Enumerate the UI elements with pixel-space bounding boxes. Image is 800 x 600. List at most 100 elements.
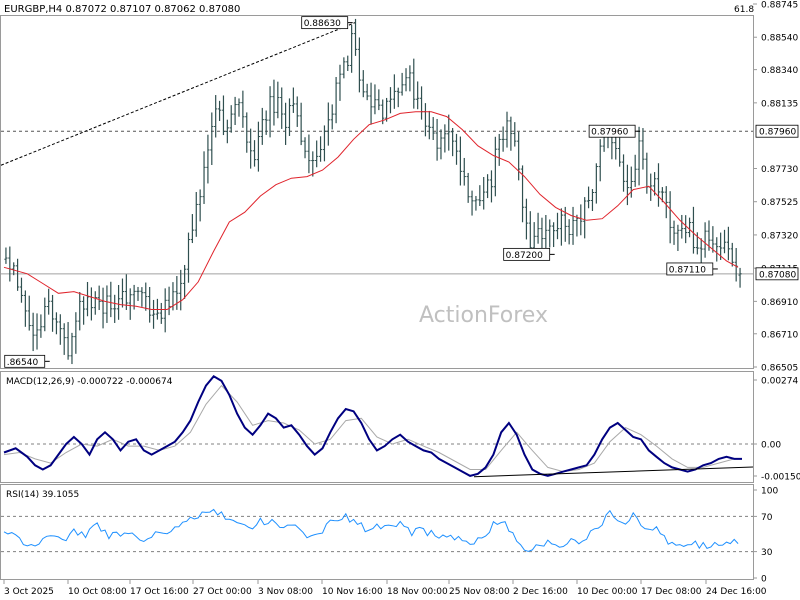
ohlc-bar [334, 77, 338, 124]
ohlc-bar [163, 288, 167, 333]
ohlc-bar [384, 97, 389, 122]
price-tag: 0.87080 [755, 267, 799, 281]
ohlc-bar [322, 125, 327, 162]
ohlc-bar [23, 290, 27, 327]
ohlc-bar [660, 187, 664, 203]
ohlc-bar [276, 81, 280, 119]
ohlc-bar [478, 185, 482, 206]
ohlc-bar [350, 24, 354, 73]
swing-level-label: 0.87110 [666, 262, 718, 275]
swing-level-box [503, 247, 551, 261]
time-axis-label: 3 Nov 08:00 [258, 587, 313, 597]
ohlc-bar [12, 262, 16, 276]
ohlc-bar [396, 87, 400, 108]
ohlc-bar [703, 222, 707, 258]
swing-level-text: 0.87110 [669, 265, 706, 275]
trend-line [0, 22, 356, 166]
ohlc-bar [552, 222, 556, 248]
ohlc-bar [237, 98, 241, 117]
ohlc-bar [517, 131, 521, 181]
ohlc-bar [295, 96, 299, 127]
price-axis-label: 0.86505 [761, 364, 798, 374]
time-axis-label: 10 Dec 00:00 [577, 587, 638, 597]
ohlc-bar [369, 82, 373, 125]
corner-value: 61.8 [734, 5, 754, 15]
ohlc-bar [559, 208, 563, 246]
macd-title: MACD(12,26,9) -0.000722 -0.000674 [6, 377, 173, 387]
ohlc-bar [70, 332, 74, 365]
price-tag-box [755, 267, 799, 281]
ohlc-bar [454, 133, 459, 165]
rsi-panel-frame [0, 484, 754, 580]
axes: 0.88745 0.88540 0.88340 0.88135 0.87730 0.875… [3, 1, 800, 597]
price-axis-label: 0.88745 [761, 1, 798, 11]
ohlc-bar [427, 110, 431, 140]
ohlc-bar [299, 102, 303, 146]
rsi-axis-label: 30 [761, 548, 773, 558]
ohlc-bar [280, 87, 284, 129]
ohlc-bar [435, 118, 439, 161]
ohlc-bar [567, 219, 571, 245]
swing-level-box [301, 16, 349, 30]
ohlc-bar [738, 267, 742, 288]
ohlc-bar [489, 170, 494, 203]
ohlc-bar [590, 189, 595, 212]
ohlc-bar [699, 238, 703, 266]
ohlc-bar [151, 299, 156, 329]
ohlc-bar [82, 296, 86, 325]
ohlc-bar [144, 282, 148, 311]
ohlc-bar [225, 119, 229, 144]
ohlc-bar [365, 83, 369, 101]
ohlc-bar [447, 114, 451, 151]
price-axis-label: 0.88540 [761, 34, 798, 44]
ohlc-bar [43, 297, 47, 332]
ohlc-bar [621, 154, 626, 192]
ohlc-bar [485, 174, 490, 199]
ohlc-bar [594, 163, 598, 204]
ohlc-bar [27, 295, 31, 331]
ohlc-bar [268, 86, 272, 138]
ohlc-bar [400, 72, 404, 96]
ohlc-bar [501, 126, 505, 152]
macd-panel-frame [0, 371, 754, 483]
ohlc-bar [217, 100, 222, 122]
time-axis-label: 10 Nov 16:00 [322, 587, 383, 597]
price-level-labels: 0.88630 0.87960 0.87200 0.87110 .86540 [4, 16, 718, 368]
macd-trend-line [473, 466, 754, 478]
ohlc-bar [19, 277, 24, 303]
swing-level-text: 0.88630 [304, 19, 341, 29]
ohlc-bar [287, 98, 292, 136]
ohlc-bar [198, 189, 202, 222]
ohlc-bar [509, 116, 513, 151]
ohlc-bar [31, 312, 35, 352]
ohlc-bar [241, 90, 245, 128]
price-axis-label: 0.87525 [761, 198, 798, 208]
ohlc-bar [140, 287, 144, 307]
ohlc-bar [190, 214, 194, 244]
ohlc-bar [101, 287, 105, 329]
ohlc-bar [505, 111, 509, 148]
ohlc-bar [346, 55, 350, 71]
ohlc-bar [338, 64, 342, 101]
rsi-indicator [1, 508, 753, 553]
ohlc-bar [408, 65, 412, 92]
ohlc-bar [175, 276, 179, 310]
ohlc-bar [388, 87, 393, 114]
ohlc-bar [431, 117, 435, 141]
ohlc-bar [284, 102, 288, 145]
ohlc-bar [252, 140, 257, 167]
ohlc-bar [618, 137, 622, 167]
ohlc-bar [183, 264, 187, 299]
ohlc-bar [74, 312, 78, 354]
macd-axis-label: 0.00 [761, 441, 781, 451]
ohlc-bar [148, 286, 152, 323]
ohlc-bar [342, 57, 346, 79]
rsi-title: RSI(14) 39.1055 [6, 490, 79, 500]
price-tag-label: 0.87080 [759, 270, 796, 280]
ohlc-bar [58, 314, 62, 345]
swing-level-label: 0.87200 [503, 247, 555, 261]
ohlc-bar [136, 286, 140, 301]
macd-indicator [1, 375, 754, 478]
ohlc-bar [439, 129, 443, 160]
